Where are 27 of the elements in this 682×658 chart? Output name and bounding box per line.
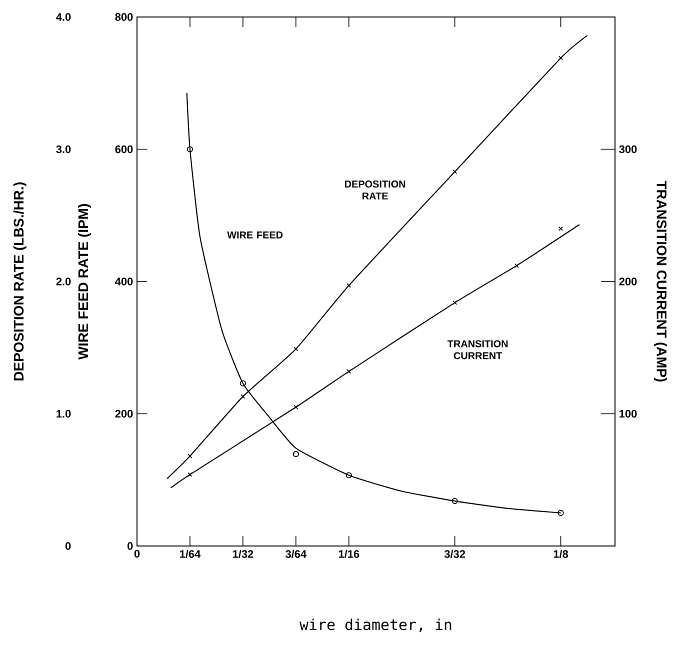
y3-tick-label: 0: [65, 542, 71, 550]
y-tick-label: 200: [115, 410, 133, 418]
x-tick-label: 1/32: [232, 550, 254, 558]
y3-tick-label: 3.0: [56, 145, 71, 154]
y2-tick-label: 200: [619, 278, 637, 286]
y-axis-title: WIRE FEED RATE (IPM): [78, 204, 91, 360]
y3-tick-label: 1.0: [56, 410, 71, 418]
y2-tick-label: 100: [620, 410, 637, 418]
y2-axis-title: TRANSITION CURRENT (AMP): [654, 180, 667, 382]
annotation: WIRE FEED: [227, 232, 283, 238]
annotation: DEPOSITION RATE: [345, 180, 406, 200]
y3-tick-label: 2.0: [56, 278, 71, 286]
x-tick-label: 3/32: [444, 550, 466, 558]
y-tick-label: 400: [115, 278, 133, 286]
x-tick-label: 1/8: [554, 550, 568, 558]
y-tick-label: 0: [127, 542, 133, 550]
x-tick-label: 1/64: [180, 550, 201, 558]
y-tick-label: 600: [115, 145, 133, 154]
y2-tick-label: 300: [619, 145, 637, 154]
annotation: TRANSITION CURRENT: [447, 340, 508, 360]
x-tick-label: 0: [134, 550, 140, 558]
x-axis-title: wire diameter, in: [300, 618, 452, 632]
y-tick-label: 800: [115, 13, 133, 21]
x-tick-label: 1/16: [338, 550, 360, 558]
y3-tick-label: 4.0: [56, 13, 71, 21]
x-tick-label: 3/64: [286, 550, 307, 558]
y3-axis-title: DEPOSITION RATE (LBS./HR.): [13, 182, 26, 380]
